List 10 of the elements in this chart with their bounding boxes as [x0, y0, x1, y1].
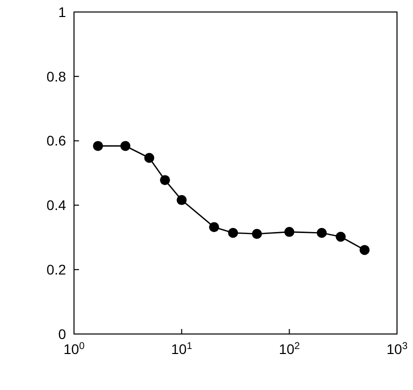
- x-tick-label: 10$^{1}$: [171, 340, 192, 357]
- x-tick-label: 10$^{2}$: [278, 340, 300, 357]
- y-tick-label: 0.4: [46, 197, 66, 214]
- x-tick-label: 10$^{3}$: [386, 340, 408, 357]
- y-tick-label: 0: [58, 326, 66, 342]
- y-tick-label: 1: [58, 4, 66, 20]
- x-tick-label: 10$^{0}$: [63, 340, 86, 357]
- y-tick-label: 0.8: [46, 68, 66, 84]
- y-tick-label: 0.6: [46, 132, 66, 149]
- y-tick-label: 0.2: [46, 262, 66, 278]
